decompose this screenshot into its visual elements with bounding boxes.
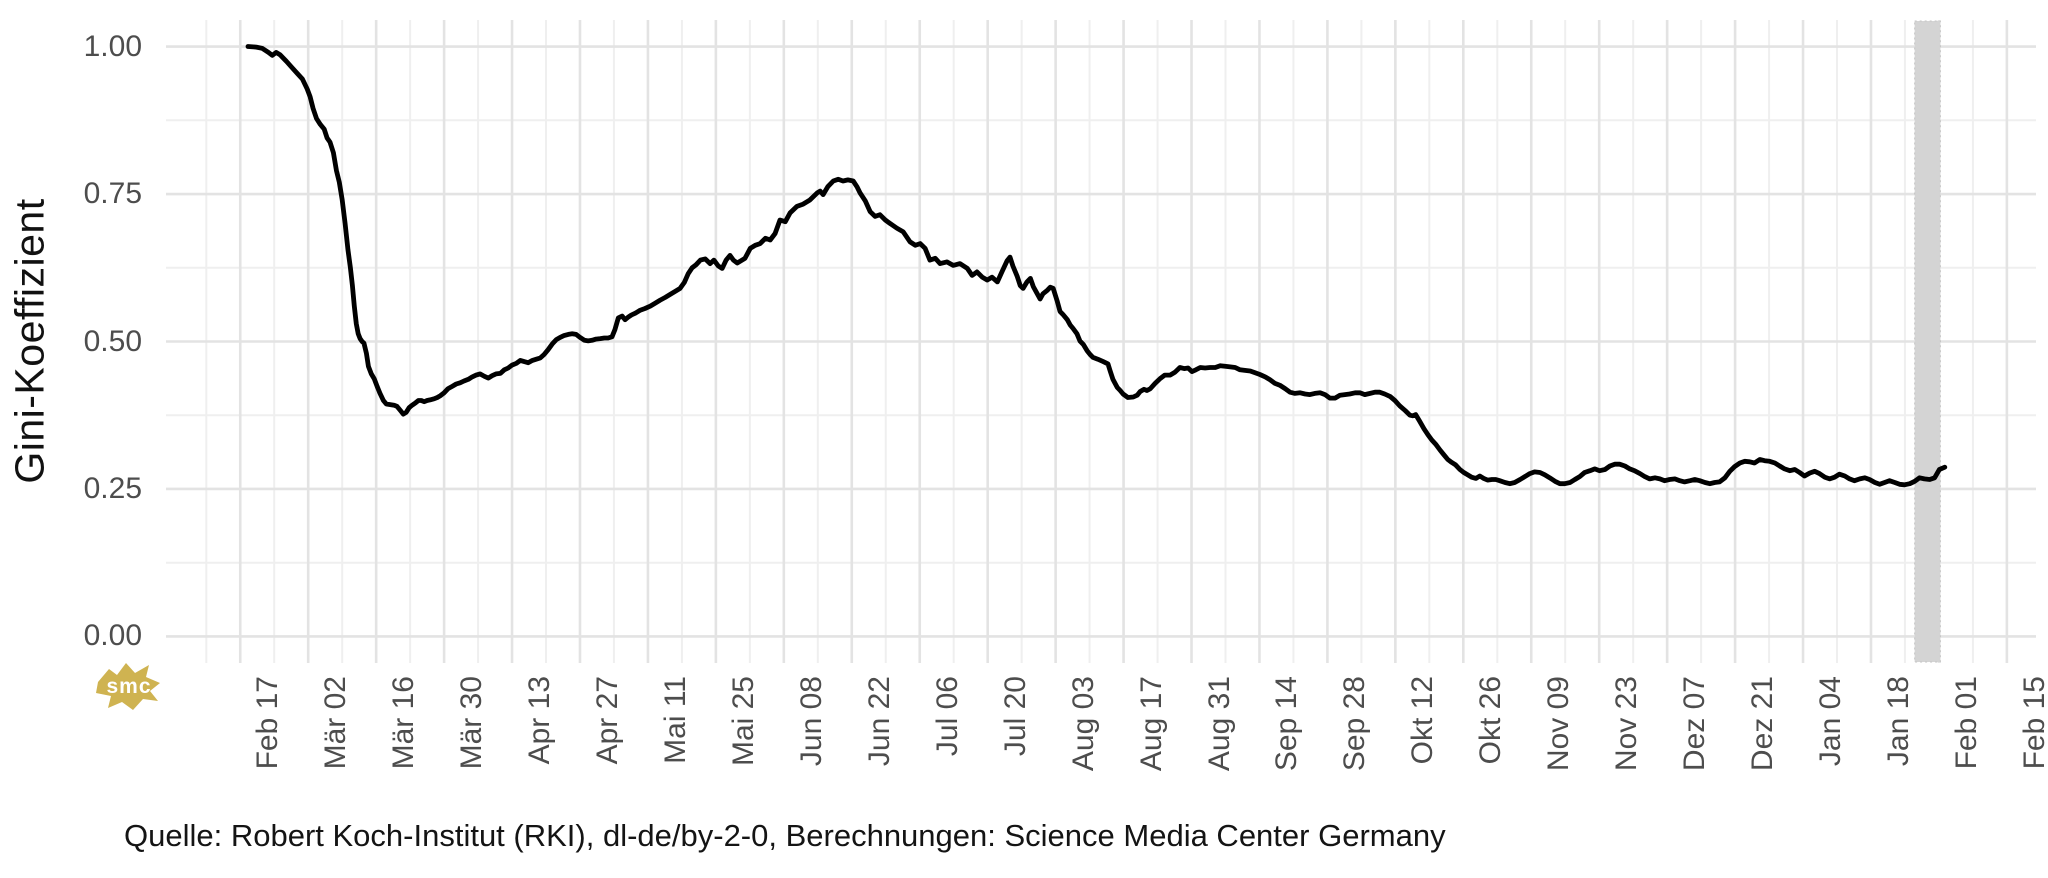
smc-logo-splat-shape <box>96 663 160 710</box>
gini-line-series <box>245 44 1948 488</box>
smc-logo: smc <box>96 663 160 710</box>
y-tick-label-0.75: 0.75 <box>83 177 142 211</box>
y-tick-label-0.50: 0.50 <box>83 324 142 358</box>
major-gridlines <box>166 20 2036 663</box>
y-tick-label-0.00: 0.00 <box>83 619 142 653</box>
recent-data-highlight-band <box>1914 20 1941 663</box>
smc-logo-text: smc <box>106 675 151 698</box>
source-caption: Quelle: Robert Koch-Institut (RKI), dl-d… <box>124 818 1446 853</box>
y-tick-label-0.25: 0.25 <box>83 471 142 505</box>
y-tick-label-1.00: 1.00 <box>83 29 142 63</box>
